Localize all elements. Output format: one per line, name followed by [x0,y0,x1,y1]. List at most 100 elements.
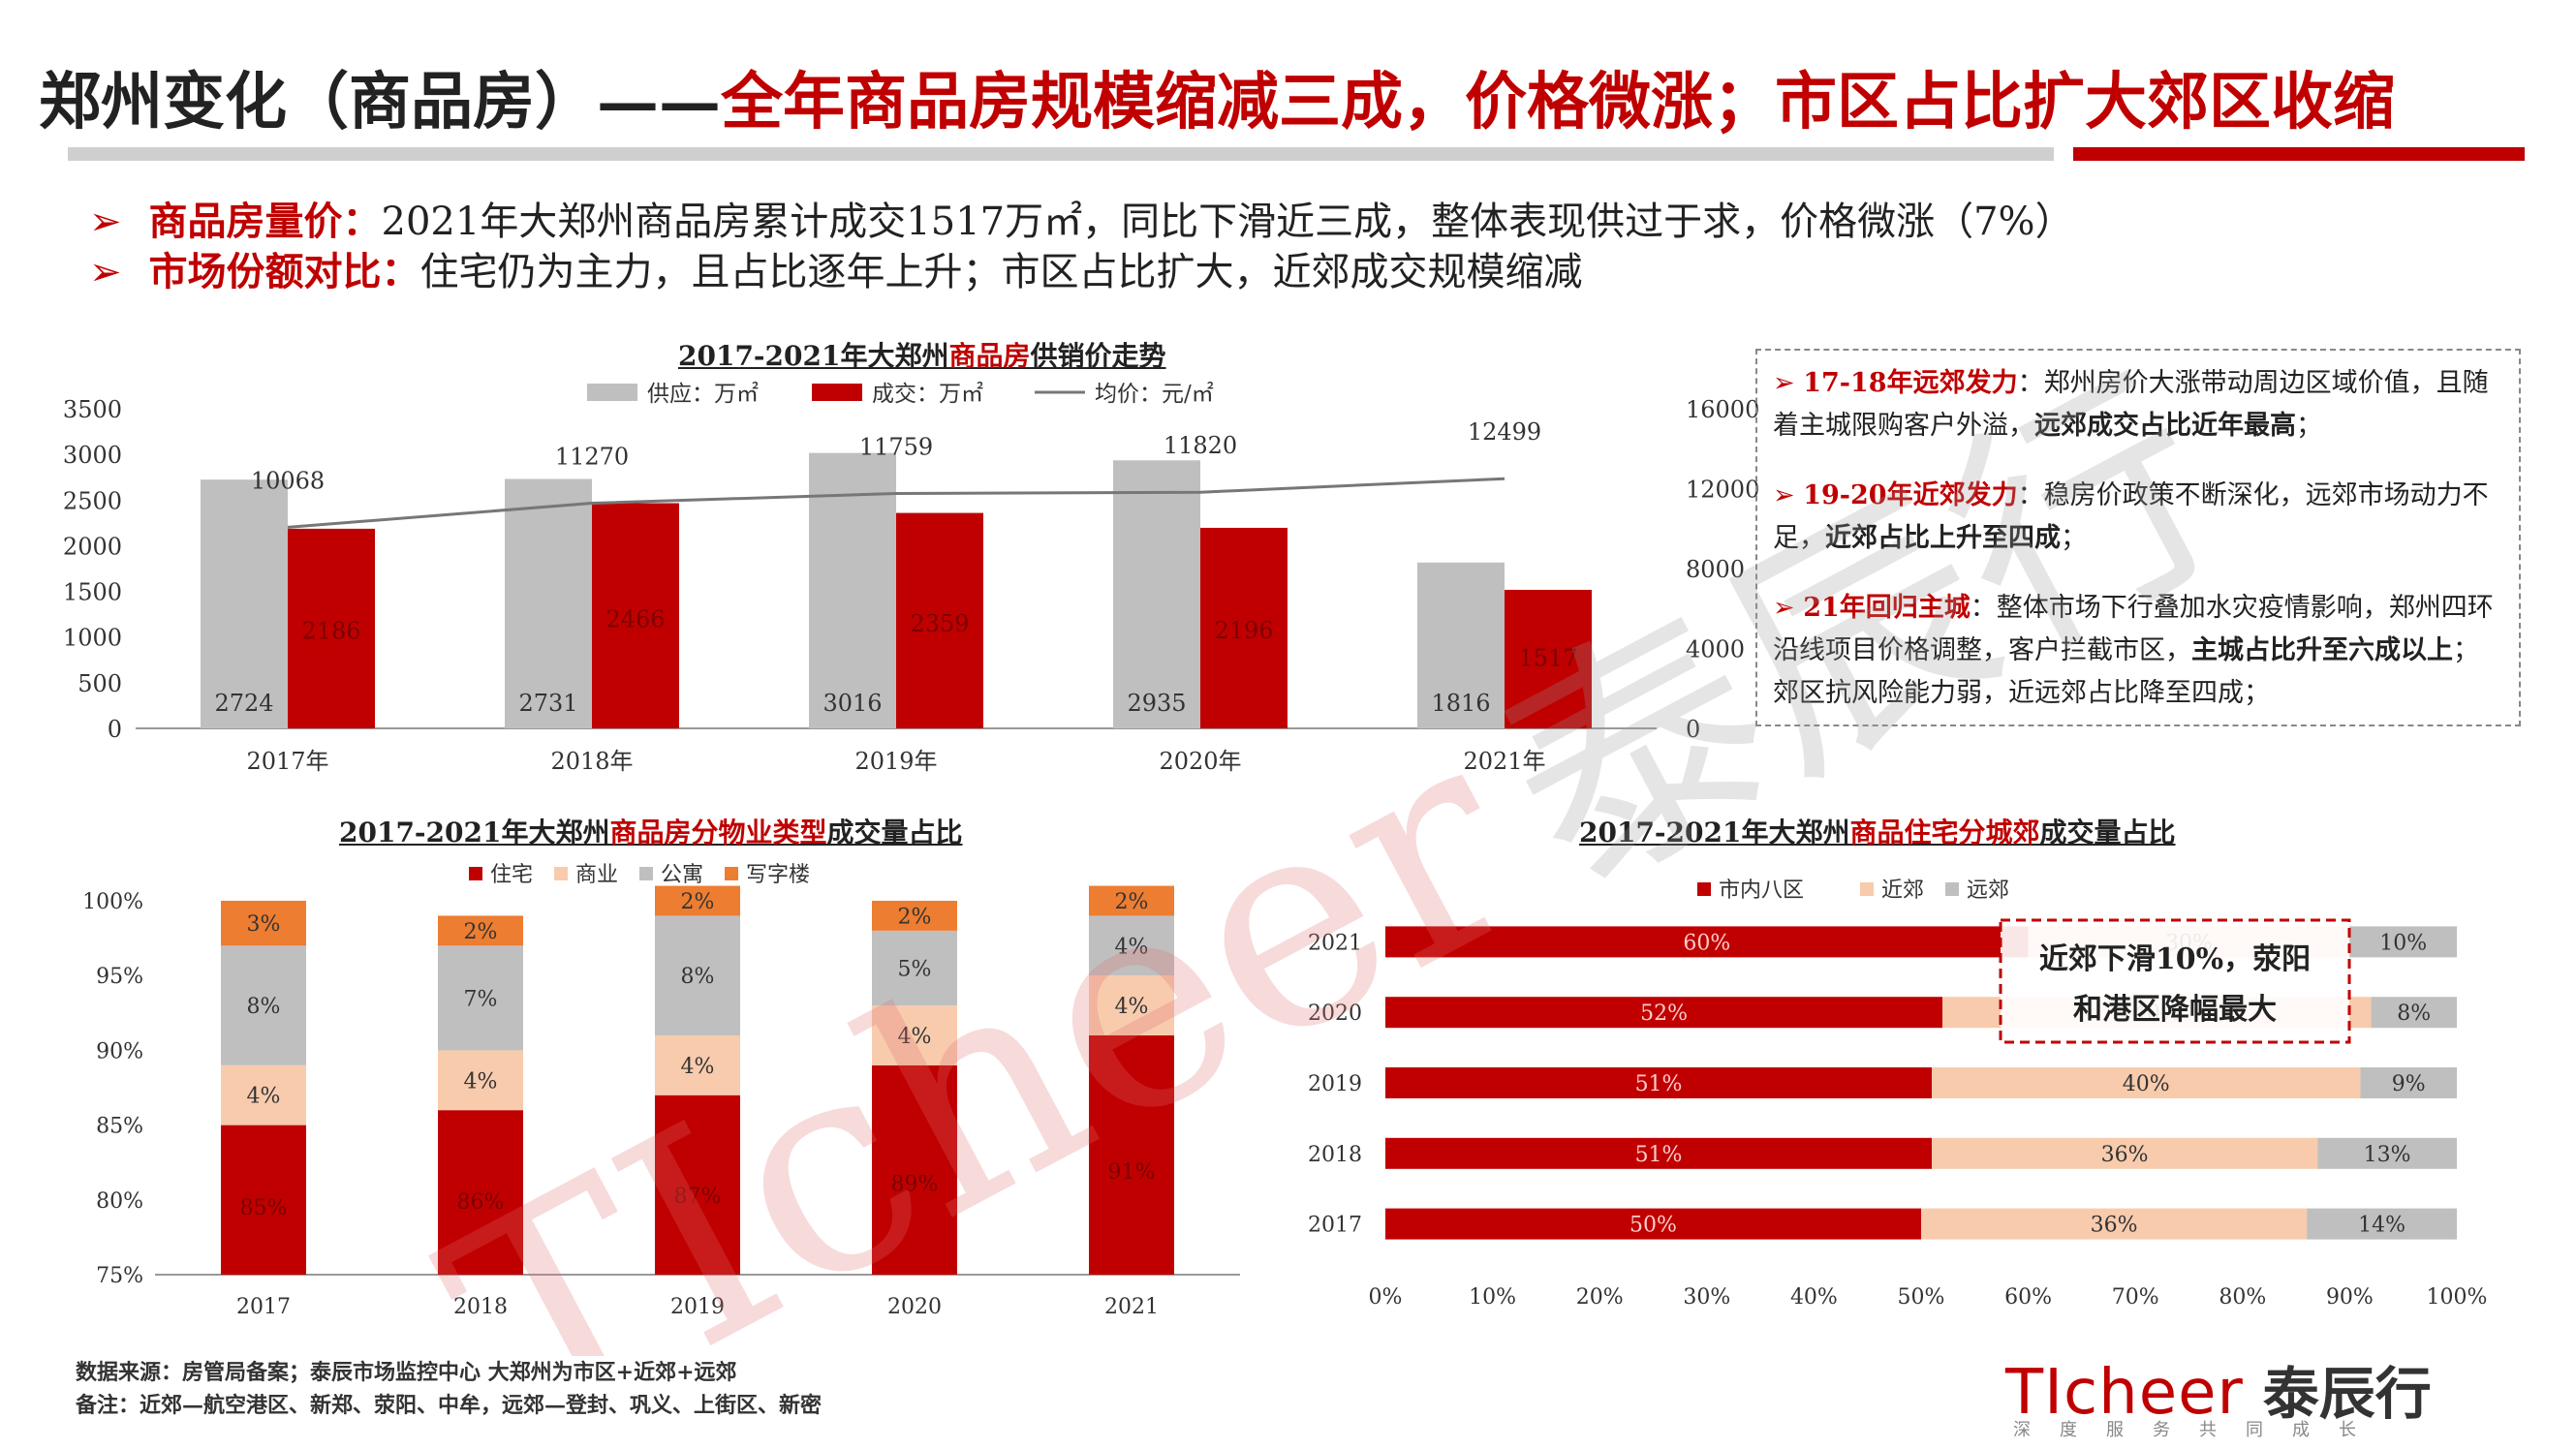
legend-label-commercial: 商业 [575,863,618,887]
legend-swatch-apartment [639,867,653,880]
hbar-segment-near-suburb [1921,1208,2308,1240]
hbar-segment-far-suburb [2307,1208,2457,1240]
x-tick-label: 100% [2427,1285,2488,1310]
y-tick-label: 2500 [63,487,122,514]
segment-value-label: 50% [1629,1214,1677,1238]
segment-value-label: 8% [681,965,715,989]
sales-bar [592,503,679,728]
note-item: ➢ 17-18年远郊发力：郑州房价大涨带动周边区域价值，且随着主城限购客户外溢，… [1773,368,2489,441]
sales-value-label: 2466 [605,605,665,632]
x-tick-label: 2017 [236,1295,291,1319]
stack-segment-residential [221,1125,306,1275]
sales-bar [896,512,983,728]
y-tick-label: 1000 [63,625,122,652]
chart3-title: 2017-2021年大郑州商品住宅分城郊成交量占比 [1579,817,2176,848]
logo-wordmark: TIcheer [2005,1357,2244,1429]
x-tick-label: 70% [2112,1285,2159,1310]
price-line [287,477,1505,529]
title-divider-grey [68,147,2054,161]
hbar-segment-urban [1385,997,1943,1029]
hbar-segment-far-suburb [2317,1137,2457,1169]
legend-label-price: 均价：元/㎡ [1095,382,1214,407]
y-tick-label: 1500 [63,579,122,606]
bullet-price-volume: ➢ 商品房量价：2021年大郑州商品房累计成交1517万㎡，同比下滑近三成，整体表… [89,199,2074,244]
stack-segment-commercial [221,1064,306,1125]
supply-value-label: 2731 [518,690,577,717]
hbar-segment-near-suburb [1932,1067,2361,1098]
x-tick-label: 2018年 [550,748,633,775]
stack-segment-apartment [872,930,957,1006]
x-tick-label: 2019 [670,1295,725,1319]
y-tick-label: 2018 [1308,1143,1362,1167]
sales-bar [1200,527,1288,728]
segment-value-label: 2% [1115,890,1149,914]
segment-value-label: 14% [2358,1214,2405,1238]
supply-value-label: 3016 [822,690,882,717]
y-tick-label: 2000 [63,533,122,560]
sales-value-label: 2186 [301,617,360,644]
x-tick-label: 20% [1576,1285,1624,1310]
segment-value-label: 85% [240,1196,288,1220]
stack-segment-apartment [438,945,523,1051]
x-tick-label: 2021 [1104,1295,1159,1319]
segment-value-label: 5% [898,957,932,981]
callout-text-line2: 和港区降幅最大 [2073,993,2277,1027]
arrow-icon: ➢ [1773,368,1795,398]
data-source: 数据来源：房管局备案；泰辰市场监控中心 大郑州为市区+近郊+远郊 [76,1360,737,1385]
supply-value-label: 2935 [1127,690,1186,717]
legend-swatch-far-suburb [1945,882,1959,896]
segment-value-label: 86% [457,1190,505,1215]
segment-value-label: 2% [681,890,715,914]
price-value-label: 11270 [555,444,629,471]
note-item: ➢ 19-20年近郊发力：稳房价政策不断深化，远郊市场动力不足，近郊占比上升至四… [1773,480,2489,553]
remark: 备注：近郊—航空港区、新郑、荥阳、中牟，远郊—登封、巩义、上街区、新密 [76,1393,822,1418]
legend-label-far-suburb: 远郊 [1967,879,2009,903]
legend-label-urban: 市内八区 [1719,879,1804,903]
x-tick-label: 2021年 [1463,748,1545,775]
y-tick-label: 85% [96,1115,143,1139]
legend-swatch-sales [812,384,862,401]
stack-segment-commercial [438,1050,523,1111]
hbar-segment-urban [1385,1067,1933,1098]
arrow-icon: ➢ [89,200,122,244]
price-value-label: 11759 [859,433,933,460]
price-value-label: 10068 [251,467,325,494]
brand-logo: TIcheer 泰辰行 [2005,1348,2432,1430]
y-tick-label: 75% [96,1264,143,1288]
segment-value-label: 8% [247,995,281,1019]
legend-swatch-supply [587,384,637,401]
arrow-icon: ➢ [1773,593,1795,623]
segment-value-label: 10% [2379,931,2427,955]
price-value-label: 11820 [1164,432,1237,459]
x-tick-label: 50% [1898,1285,1945,1310]
legend-label-supply: 供应：万㎡ [647,382,759,407]
segment-value-label: 8% [2397,1002,2431,1026]
y2-tick-label: 16000 [1686,396,1759,423]
sales-value-label: 1517 [1518,645,1577,672]
segment-value-label: 4% [464,1069,498,1094]
supply-bar [809,452,896,728]
x-tick-label: 90% [2326,1285,2374,1310]
y-tick-label: 500 [78,670,122,697]
x-tick-label: 30% [1683,1285,1730,1310]
hbar-segment-far-suburb [2360,1067,2457,1098]
y-tick-label: 2021 [1308,931,1362,955]
x-tick-label: 2019年 [854,748,937,775]
legend-swatch-residential [469,867,482,880]
page-title: 郑州变化（商品房）——全年商品房规模缩减三成，价格微涨；市区占比扩大郊区收缩 [39,66,2395,139]
callout-text-line1: 近郊下滑10%，荥阳 [2039,942,2311,976]
x-tick-label: 2020 [887,1295,942,1319]
stack-segment-residential [655,1094,740,1275]
segment-value-label: 4% [1115,935,1149,959]
y2-tick-label: 4000 [1686,636,1745,663]
y2-tick-label: 12000 [1686,477,1759,504]
footer-notes: 数据来源：房管局备案；泰辰市场监控中心 大郑州为市区+近郊+远郊 备注：近郊—航… [76,1356,822,1422]
stack-segment-commercial [872,1005,957,1065]
segment-value-label: 51% [1635,1143,1683,1167]
hbar-segment-near-suburb [1932,1137,2318,1169]
segment-value-label: 87% [674,1185,722,1209]
hbar-segment-far-suburb [2371,997,2457,1029]
sales-bar [288,528,375,728]
stack-segment-office [655,885,740,916]
